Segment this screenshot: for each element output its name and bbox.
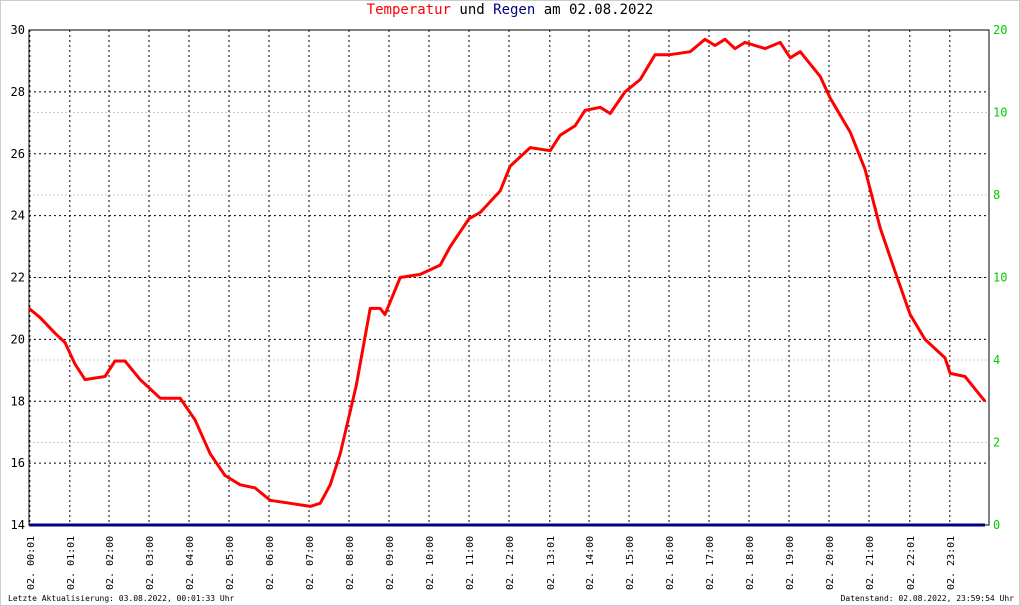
y-tick-label: 30 — [11, 23, 25, 37]
x-tick-label: 02. 02:00 — [105, 536, 116, 590]
y-tick-label: 28 — [11, 85, 25, 99]
x-tick-label: 02. 17:00 — [705, 536, 716, 590]
y-tick-label: 18 — [11, 394, 25, 408]
y-tick-label: 24 — [11, 209, 25, 223]
x-tick-label: 02. 20:00 — [825, 536, 836, 590]
x-tick-label: 02. 15:00 — [625, 536, 636, 590]
x-tick-label: 02. 22:01 — [906, 536, 917, 590]
x-tick-label: 02. 04:00 — [185, 536, 196, 590]
y2-tick-label: 10 — [993, 271, 1007, 285]
chart-title: Temperatur und Regen am 02.08.2022 — [367, 2, 654, 18]
x-tick-label: 02. 21:00 — [865, 536, 876, 590]
x-tick-label: 02. 08:00 — [345, 536, 356, 590]
footer-right: Datenstand: 02.08.2022, 23:59:54 Uhr — [841, 594, 1015, 603]
x-tick-label: 02. 14:00 — [585, 536, 596, 590]
title-part: am 02.08.2022 — [544, 2, 654, 18]
x-tick-label: 02. 18:00 — [745, 536, 756, 590]
y2-tick-label: 0 — [993, 518, 1000, 532]
series-line — [28, 37, 987, 508]
y2-tick-label: 2 — [993, 436, 1000, 450]
y2-tick-label: 8 — [993, 188, 1000, 202]
x-tick-label: 02. 01:01 — [66, 536, 77, 590]
title-part: Temperatur — [367, 2, 451, 18]
footer-left: Letzte Aktualisierung: 03.08.2022, 00:01… — [8, 594, 235, 603]
x-tick-label: 02. 12:00 — [505, 536, 516, 590]
x-tick-label: 02. 16:00 — [665, 536, 676, 590]
y-tick-label: 14 — [11, 518, 25, 532]
title-part: Regen — [493, 2, 535, 18]
x-tick-label: 02. 09:00 — [385, 536, 396, 590]
y2-tick-label: 20 — [993, 23, 1007, 37]
x-tick-label: 02. 07:00 — [305, 536, 316, 590]
x-tick-label: 02. 03:00 — [145, 536, 156, 590]
x-tick-label: 02. 10:00 — [425, 536, 436, 590]
x-tick-label: 02. 19:00 — [785, 536, 796, 590]
y2-tick-label: 4 — [993, 353, 1000, 367]
x-tick-label: 02. 05:00 — [225, 536, 236, 590]
x-tick-label: 02. 13:01 — [546, 536, 557, 590]
y-tick-label: 22 — [11, 271, 25, 285]
x-tick-label: 02. 23:01 — [946, 536, 957, 590]
x-tick-label: 02. 11:00 — [465, 536, 476, 590]
y-tick-label: 16 — [11, 456, 25, 470]
title-part: und — [459, 2, 484, 18]
x-tick-label: 02. 06:00 — [265, 536, 276, 590]
y-tick-label: 26 — [11, 147, 25, 161]
x-tick-label: 02. 00:01 — [26, 536, 37, 590]
y-tick-label: 20 — [11, 332, 25, 346]
y2-tick-label: 10 — [993, 106, 1007, 120]
